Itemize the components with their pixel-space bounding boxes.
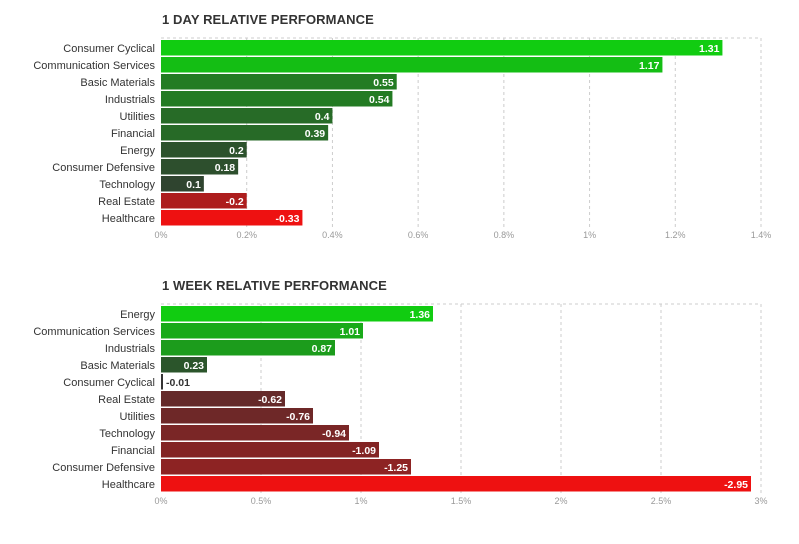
x-tick-label: 3% [754, 496, 767, 506]
bar [161, 357, 207, 373]
data-label: 0.18 [215, 162, 236, 174]
chart-title: 1 DAY RELATIVE PERFORMANCE [162, 12, 374, 27]
category-label: Consumer Defensive [52, 462, 155, 474]
bar [161, 391, 285, 407]
x-tick-label: 0.4% [322, 230, 343, 240]
data-label: 0.4 [315, 111, 330, 123]
category-label: Industrials [105, 343, 156, 355]
bar [161, 91, 393, 107]
data-label: -0.01 [166, 377, 190, 389]
x-tick-label: 1% [583, 230, 596, 240]
data-label: 1.17 [639, 60, 660, 72]
x-tick-label: 0% [154, 496, 167, 506]
x-tick-label: 0.6% [408, 230, 429, 240]
data-label: -1.25 [384, 462, 408, 474]
bar [161, 425, 349, 441]
bar [161, 408, 313, 424]
data-label: -0.2 [226, 196, 244, 208]
x-tick-label: 2% [554, 496, 567, 506]
chart-svg-1-day: 0% 0.2% 0.4% 0.6% 0.8% 1% 1.2% 1.4% Consumer Cyc… [33, 37, 772, 240]
bar [161, 340, 335, 356]
category-label: Real Estate [98, 394, 155, 406]
bar [161, 210, 303, 226]
x-tick-label: 0.8% [494, 230, 515, 240]
bar [161, 57, 663, 73]
bar [161, 193, 247, 209]
bar [161, 142, 247, 158]
bar [161, 159, 239, 175]
bar [161, 74, 397, 90]
x-tick-label: 1.2% [665, 230, 686, 240]
category-label: Technology [99, 428, 155, 440]
data-label: 0.39 [305, 128, 326, 140]
category-label: Consumer Cyclical [63, 377, 155, 389]
bar [161, 306, 433, 322]
category-label: Consumer Defensive [52, 162, 155, 174]
data-label: 0.87 [312, 343, 333, 355]
bar [161, 374, 163, 390]
category-label: Utilities [120, 111, 156, 123]
category-label: Real Estate [98, 196, 155, 208]
category-label: Basic Materials [80, 77, 155, 89]
data-label: 0.54 [369, 94, 390, 106]
data-label: 1.31 [699, 43, 720, 55]
chart-title: 1 WEEK RELATIVE PERFORMANCE [162, 278, 387, 293]
data-label: -0.33 [275, 213, 299, 225]
data-label: 0.1 [186, 179, 201, 191]
category-label: Communication Services [33, 60, 155, 72]
category-label: Utilities [120, 411, 156, 423]
bar [161, 176, 204, 192]
category-label: Healthcare [102, 213, 155, 225]
category-label: Consumer Cyclical [63, 43, 155, 55]
x-tick-label: 1.5% [451, 496, 472, 506]
x-tick-label: 2.5% [651, 496, 672, 506]
category-label: Healthcare [102, 479, 155, 491]
data-label: 1.36 [410, 309, 431, 321]
bar [161, 40, 723, 56]
category-label: Energy [120, 145, 155, 157]
category-label: Energy [120, 309, 155, 321]
x-tick-label: 0.5% [251, 496, 272, 506]
bar [161, 442, 379, 458]
x-tick-label: 1% [354, 496, 367, 506]
x-tick-label: 0.2% [236, 230, 257, 240]
bar [161, 476, 751, 492]
bar [161, 459, 411, 475]
data-label: 0.55 [373, 77, 394, 89]
bar [161, 125, 329, 141]
category-label: Financial [111, 445, 155, 457]
x-tick-label: 0% [154, 230, 167, 240]
data-label: 0.2 [229, 145, 244, 157]
x-tick-label: 1.4% [751, 230, 772, 240]
category-label: Communication Services [33, 326, 155, 338]
data-label: -0.62 [258, 394, 282, 406]
data-label: 0.23 [184, 360, 205, 372]
chart-svg-1-week: 0% 0.5% 1% 1.5% 2% 2.5% 3% Energy 1.36 Communicat… [33, 303, 768, 506]
data-label: -1.09 [352, 445, 376, 457]
category-label: Technology [99, 179, 155, 191]
data-label: 1.01 [340, 326, 361, 338]
data-label: -2.95 [724, 479, 748, 491]
category-label: Basic Materials [80, 360, 155, 372]
category-label: Industrials [105, 94, 156, 106]
category-label: Financial [111, 128, 155, 140]
bar [161, 323, 363, 339]
bar [161, 108, 333, 124]
data-label: -0.94 [322, 428, 346, 440]
data-label: -0.76 [286, 411, 310, 423]
